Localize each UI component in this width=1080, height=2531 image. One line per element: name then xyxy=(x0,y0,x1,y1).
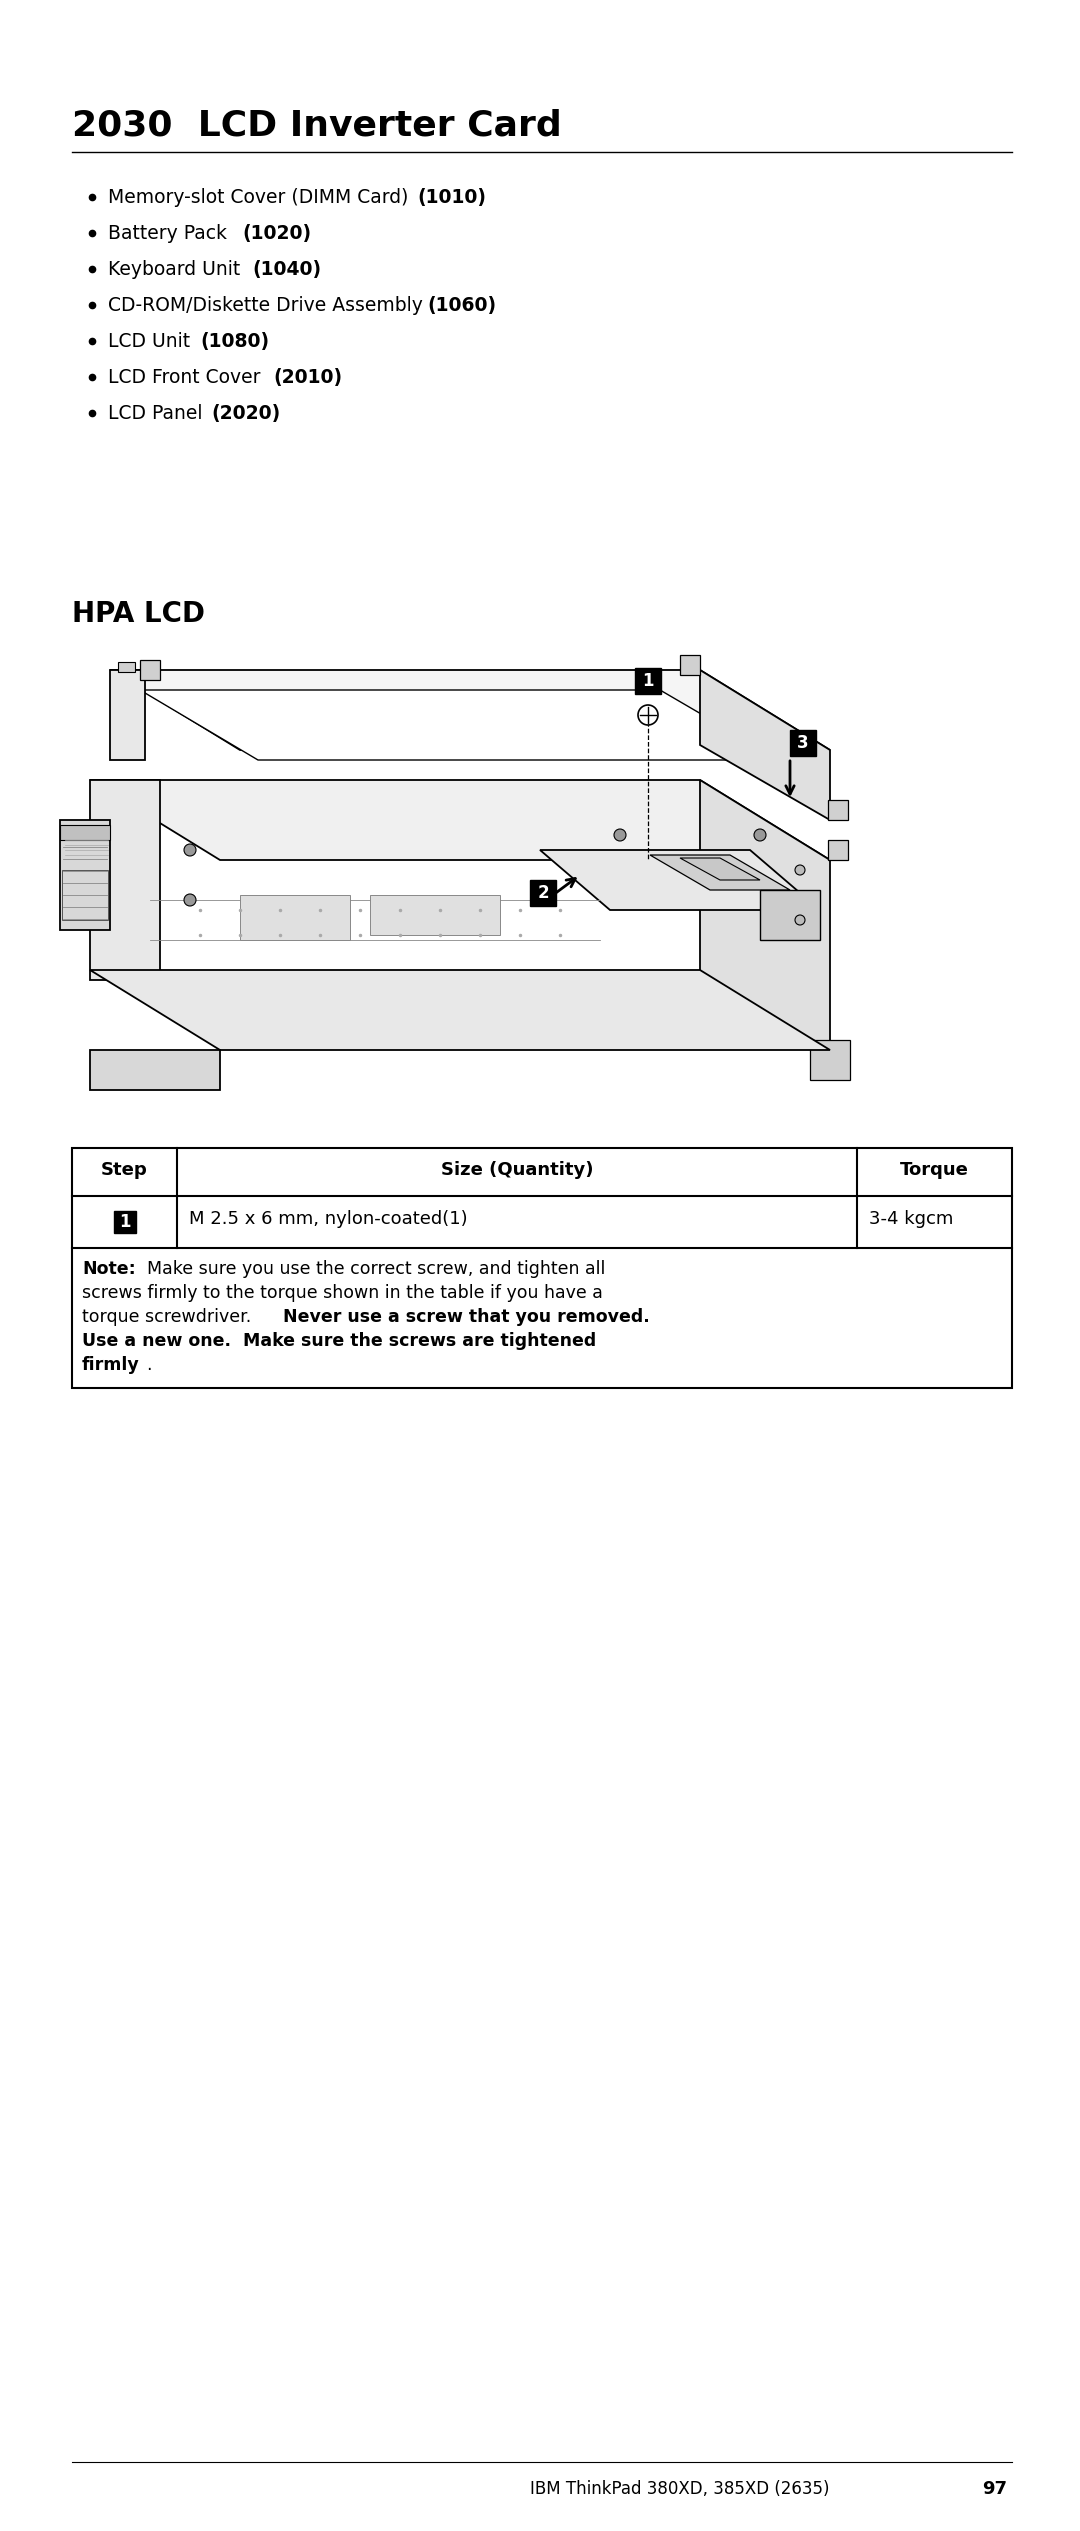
Bar xyxy=(72,1149,1012,1387)
Text: 2: 2 xyxy=(537,883,549,901)
Polygon shape xyxy=(240,896,350,939)
Polygon shape xyxy=(118,663,135,673)
Polygon shape xyxy=(60,820,110,929)
Text: 3-4 kgcm: 3-4 kgcm xyxy=(869,1210,954,1228)
Bar xyxy=(635,668,661,693)
Text: 97: 97 xyxy=(982,2480,1007,2498)
Text: (2020): (2020) xyxy=(211,405,281,423)
Polygon shape xyxy=(60,825,110,840)
Polygon shape xyxy=(828,840,848,861)
Polygon shape xyxy=(700,780,831,1060)
Circle shape xyxy=(184,843,195,855)
Circle shape xyxy=(795,866,805,876)
Polygon shape xyxy=(90,780,160,979)
Text: Size (Quantity): Size (Quantity) xyxy=(441,1162,593,1179)
Polygon shape xyxy=(810,1040,850,1081)
Text: (2010): (2010) xyxy=(273,367,342,387)
Circle shape xyxy=(184,893,195,906)
Text: (1010): (1010) xyxy=(417,187,486,208)
Text: .: . xyxy=(147,1357,152,1374)
Polygon shape xyxy=(140,691,780,759)
Bar xyxy=(113,1210,135,1233)
Polygon shape xyxy=(540,850,820,911)
Polygon shape xyxy=(110,671,145,759)
Polygon shape xyxy=(90,1050,220,1091)
Polygon shape xyxy=(760,891,820,939)
Text: LCD Panel: LCD Panel xyxy=(108,405,208,423)
Polygon shape xyxy=(680,656,700,676)
Text: M 2.5 x 6 mm, nylon-coated(1): M 2.5 x 6 mm, nylon-coated(1) xyxy=(189,1210,468,1228)
Text: 1: 1 xyxy=(119,1212,131,1230)
Text: CD-ROM/Diskette Drive Assembly: CD-ROM/Diskette Drive Assembly xyxy=(108,296,429,314)
Text: Keyboard Unit: Keyboard Unit xyxy=(108,261,246,278)
Text: (1040): (1040) xyxy=(253,261,322,278)
Polygon shape xyxy=(700,671,831,820)
Circle shape xyxy=(638,706,658,724)
Text: Torque: Torque xyxy=(900,1162,969,1179)
Text: firmly: firmly xyxy=(82,1357,139,1374)
Text: screws firmly to the torque shown in the table if you have a: screws firmly to the torque shown in the… xyxy=(82,1283,603,1301)
Bar xyxy=(530,881,556,906)
Text: 3: 3 xyxy=(797,734,809,752)
Text: HPA LCD: HPA LCD xyxy=(72,600,205,628)
Polygon shape xyxy=(140,661,160,681)
Text: (1020): (1020) xyxy=(242,225,311,243)
Text: LCD Front Cover: LCD Front Cover xyxy=(108,367,267,387)
Text: torque screwdriver.: torque screwdriver. xyxy=(82,1309,262,1326)
Circle shape xyxy=(615,830,626,840)
Text: Battery Pack: Battery Pack xyxy=(108,225,233,243)
Polygon shape xyxy=(110,671,831,749)
Polygon shape xyxy=(90,969,831,1050)
Circle shape xyxy=(754,830,766,840)
Text: IBM ThinkPad 380XD, 385XD (2635): IBM ThinkPad 380XD, 385XD (2635) xyxy=(530,2480,831,2498)
Polygon shape xyxy=(650,855,789,891)
Text: Memory-slot Cover (DIMM Card): Memory-slot Cover (DIMM Card) xyxy=(108,187,415,208)
Text: LCD Unit: LCD Unit xyxy=(108,332,197,352)
Text: Step: Step xyxy=(102,1162,148,1179)
Text: 1: 1 xyxy=(643,673,653,691)
Text: (1080): (1080) xyxy=(201,332,270,352)
Text: Note:: Note: xyxy=(82,1260,136,1278)
Text: 2030  LCD Inverter Card: 2030 LCD Inverter Card xyxy=(72,109,562,142)
Bar xyxy=(789,729,816,757)
Text: Never use a screw that you removed.: Never use a screw that you removed. xyxy=(283,1309,649,1326)
Circle shape xyxy=(795,916,805,924)
Text: (1060): (1060) xyxy=(428,296,497,314)
Text: Use a new one.  Make sure the screws are tightened: Use a new one. Make sure the screws are … xyxy=(82,1331,596,1349)
Polygon shape xyxy=(828,800,848,820)
Polygon shape xyxy=(90,780,831,861)
Polygon shape xyxy=(370,896,500,934)
Text: Make sure you use the correct screw, and tighten all: Make sure you use the correct screw, and… xyxy=(136,1260,605,1278)
Polygon shape xyxy=(680,858,760,881)
